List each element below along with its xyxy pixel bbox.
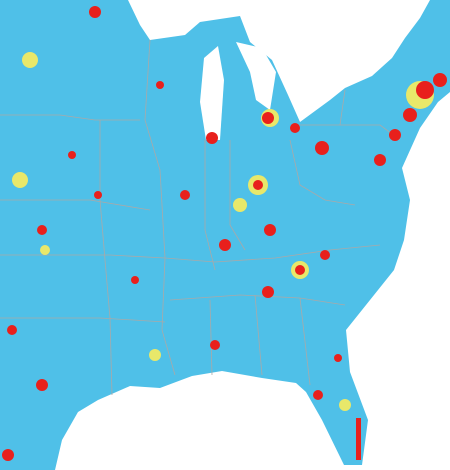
border xyxy=(99,120,113,396)
lake-huron xyxy=(236,42,276,110)
border xyxy=(254,294,263,376)
border xyxy=(204,140,216,271)
border xyxy=(0,254,166,259)
urban-area xyxy=(262,112,274,124)
border xyxy=(0,114,140,121)
urban-area xyxy=(334,354,342,362)
urban-area xyxy=(403,108,417,122)
urban-area xyxy=(374,154,386,166)
urban-areas xyxy=(2,6,447,461)
urban-area xyxy=(22,52,38,68)
urban-area xyxy=(180,190,190,200)
border xyxy=(144,39,176,376)
urban-area xyxy=(131,276,139,284)
urban-area xyxy=(37,225,47,235)
urban-area xyxy=(262,286,274,298)
urban-area xyxy=(156,81,164,89)
urban-area xyxy=(233,198,247,212)
urban-area xyxy=(68,151,76,159)
urban-area xyxy=(315,141,329,155)
border xyxy=(0,317,166,323)
urban-area xyxy=(219,239,231,251)
border xyxy=(209,299,213,376)
lake-superior xyxy=(136,0,250,38)
urban-area xyxy=(416,81,434,99)
urban-area xyxy=(206,132,218,144)
urban-area xyxy=(264,224,276,236)
urban-area xyxy=(2,449,14,461)
urban-area xyxy=(320,250,330,260)
border xyxy=(339,89,346,126)
urban-area xyxy=(290,123,300,133)
lake-michigan xyxy=(200,46,224,140)
urban-area xyxy=(433,73,447,87)
urban-area xyxy=(356,418,361,460)
urban-area xyxy=(389,129,401,141)
urban-area xyxy=(253,180,263,190)
urban-area xyxy=(295,265,305,275)
border xyxy=(229,140,246,251)
border xyxy=(164,244,381,263)
border xyxy=(289,139,356,206)
state-borders xyxy=(0,39,401,396)
urban-area xyxy=(7,325,17,335)
border xyxy=(0,199,151,211)
urban-area xyxy=(12,172,28,188)
urban-area xyxy=(40,245,50,255)
urban-area xyxy=(339,399,351,411)
urban-area xyxy=(89,6,101,18)
urban-area xyxy=(36,379,48,391)
urban-area xyxy=(313,390,323,400)
border xyxy=(299,297,311,386)
urban-area xyxy=(210,340,220,350)
urban-area xyxy=(94,191,102,199)
urban-area xyxy=(149,349,161,361)
